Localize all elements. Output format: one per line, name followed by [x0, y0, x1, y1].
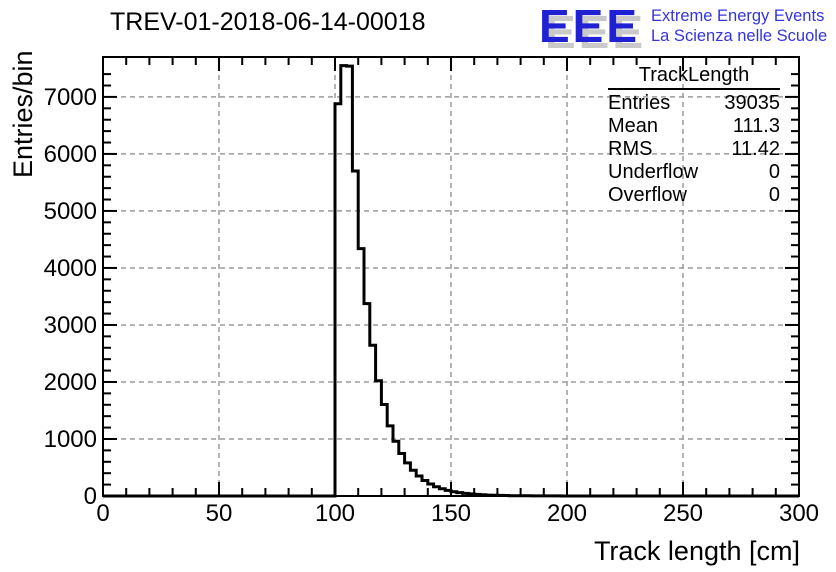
eee-logo-letters: EEE	[539, 0, 641, 52]
stats-row-underflow: Underflow 0	[608, 161, 780, 184]
stats-value: 11.42	[731, 138, 780, 160]
stats-label: Underflow	[608, 161, 699, 183]
svg-text:6000: 6000	[44, 141, 97, 168]
svg-text:1000: 1000	[44, 426, 97, 453]
eee-logo-tagline-line1: Extreme Energy Events	[651, 7, 825, 25]
stats-label: Mean	[608, 115, 659, 137]
svg-text:2000: 2000	[44, 369, 97, 396]
stats-row-mean: Mean 111.3	[608, 115, 780, 138]
svg-text:3000: 3000	[44, 312, 97, 339]
y-tick-labels: 0 1000 2000 3000 4000 5000 6000 7000	[44, 84, 97, 510]
svg-text:4000: 4000	[44, 255, 97, 282]
eee-logo-tagline: Extreme Energy Events La Scienza nelle S…	[651, 7, 827, 46]
stats-row-rms: RMS 11.42	[608, 138, 780, 161]
stats-label: Overflow	[608, 184, 687, 206]
svg-text:7000: 7000	[44, 84, 97, 111]
x-axis-title: Track length [cm]	[593, 536, 800, 566]
stats-row-overflow: Overflow 0	[608, 184, 780, 207]
svg-text:50: 50	[206, 500, 233, 527]
svg-text:0: 0	[84, 483, 97, 510]
eee-logo-tagline-line2: La Scienza nelle Scuole	[651, 26, 828, 45]
stats-value: 0	[768, 161, 780, 183]
stats-value: 111.3	[732, 115, 780, 137]
svg-text:100: 100	[315, 500, 355, 527]
svg-text:150: 150	[431, 500, 471, 527]
stats-row-entries: Entries 39035	[608, 92, 780, 115]
stats-label: Entries	[608, 92, 671, 114]
page-title: TREV-01-2018-06-14-00018	[110, 8, 426, 36]
stats-label: RMS	[608, 138, 653, 160]
stats-box: TrackLength Entries 39035 Mean 111.3 RMS…	[608, 64, 780, 207]
stats-value: 39035	[724, 92, 780, 114]
stats-value: 0	[768, 184, 780, 206]
svg-text:200: 200	[547, 500, 587, 527]
svg-text:250: 250	[663, 500, 703, 527]
svg-text:300: 300	[779, 500, 819, 527]
x-tick-labels: 0 50 100 150 200 250 300	[96, 500, 819, 527]
svg-text:5000: 5000	[44, 198, 97, 225]
svg-text:0: 0	[96, 500, 109, 527]
stats-box-title: TrackLength	[608, 64, 780, 90]
y-axis-title: Entries/bin	[8, 50, 38, 178]
axis-ticks	[102, 57, 800, 497]
